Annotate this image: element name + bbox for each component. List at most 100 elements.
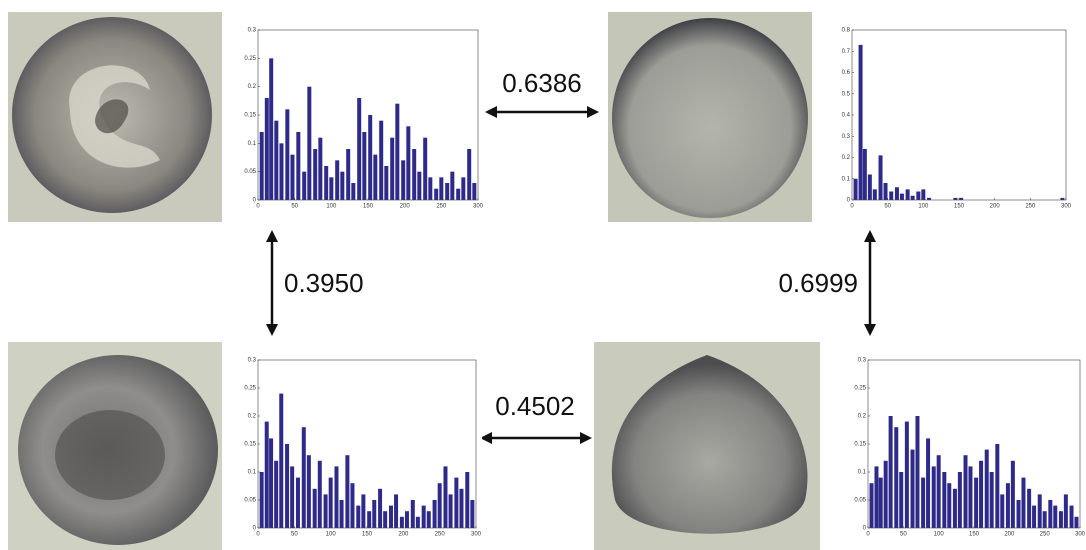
y-tick-label: 0 [253, 198, 257, 204]
y-tick-label: 0.25 [244, 386, 256, 392]
bar [334, 466, 339, 528]
bar [432, 500, 437, 528]
bar [942, 472, 947, 528]
bar [379, 120, 384, 200]
x-tick-label: 50 [291, 204, 298, 210]
x-tick-label: 0 [866, 532, 870, 538]
x-tick-label: 50 [884, 204, 891, 210]
bar [306, 455, 311, 528]
bar [274, 120, 279, 200]
bar [445, 183, 450, 200]
bar [454, 477, 459, 528]
bar [285, 109, 290, 200]
bar [456, 188, 461, 200]
y-tick-label: 0.8 [842, 28, 851, 34]
bar [357, 98, 362, 200]
bar [465, 472, 470, 528]
bar [368, 115, 373, 200]
y-tick-label: 0.2 [858, 414, 867, 420]
bar [959, 197, 964, 200]
y-tick-label: 0.2 [248, 84, 257, 90]
bar [1021, 477, 1026, 528]
bar [417, 171, 422, 200]
y-tick-label: 0.15 [244, 113, 256, 119]
bar [921, 189, 926, 200]
bar [439, 177, 444, 200]
bar [1069, 505, 1074, 528]
bar [1010, 460, 1015, 528]
bar [1016, 500, 1021, 528]
bar [1060, 197, 1065, 200]
bar [910, 449, 915, 528]
x-tick-label: 100 [326, 204, 337, 210]
bar [888, 416, 893, 528]
x-tick-label: 300 [471, 532, 482, 538]
y-tick-label: 0.1 [858, 470, 867, 476]
distance-label: 0.3950 [284, 268, 364, 298]
y-tick-label: 0.3 [248, 358, 257, 364]
x-tick-label: 100 [326, 532, 337, 538]
bar [384, 166, 389, 200]
bar [395, 103, 400, 200]
photo [594, 342, 820, 550]
y-tick-label: 0.4 [842, 113, 851, 119]
plot-area [838, 18, 1072, 212]
bar [323, 494, 328, 528]
bar [883, 183, 888, 200]
bar [952, 488, 957, 528]
x-tick-label: 300 [1061, 204, 1072, 210]
bar [1027, 488, 1032, 528]
x-tick-label: 150 [363, 204, 374, 210]
bar [290, 154, 295, 200]
bar [916, 191, 921, 200]
y-tick-label: 0.05 [854, 498, 866, 504]
bar [894, 187, 899, 200]
bar [301, 427, 306, 528]
x-tick-label: 100 [934, 532, 945, 538]
bar [878, 477, 883, 528]
bar [367, 511, 372, 528]
distance-label: 0.6999 [778, 268, 858, 298]
bar [401, 160, 406, 200]
bar [274, 460, 279, 528]
bar [404, 511, 409, 528]
bar [858, 44, 863, 200]
bar [356, 505, 361, 528]
bar [1037, 494, 1042, 528]
y-tick-label: 0.05 [244, 169, 256, 175]
y-tick-label: 0.1 [842, 176, 851, 182]
bar [312, 488, 317, 528]
distance-label: 0.6386 [502, 68, 582, 98]
bar [351, 183, 356, 200]
y-tick-label: 0.2 [842, 155, 851, 161]
bar [904, 421, 909, 528]
bar [470, 500, 475, 528]
bar [264, 98, 269, 200]
arrows [266, 106, 876, 444]
x-tick-label: 300 [1075, 532, 1086, 538]
photo [608, 12, 812, 222]
bar [957, 472, 962, 528]
y-tick-label: 0.7 [842, 49, 851, 55]
bar [437, 483, 442, 528]
bar [1063, 494, 1068, 528]
bar [406, 126, 411, 200]
bar [947, 483, 952, 528]
bar [472, 183, 477, 200]
x-tick-label: 0 [850, 204, 854, 210]
y-tick-label: 0.1 [248, 470, 257, 476]
x-tick-label: 300 [473, 204, 484, 210]
bar [1005, 483, 1010, 528]
bar [869, 483, 874, 528]
bar [921, 477, 926, 528]
bar [296, 132, 301, 200]
x-tick-label: 250 [1040, 532, 1051, 538]
y-tick-label: 0.6 [842, 70, 851, 76]
x-tick-label: 250 [436, 204, 447, 210]
y-tick-label: 0.3 [858, 358, 867, 364]
bar [350, 483, 355, 528]
bar [915, 416, 920, 528]
x-tick-label: 0 [256, 532, 260, 538]
bar [467, 149, 472, 200]
bar [279, 143, 284, 200]
